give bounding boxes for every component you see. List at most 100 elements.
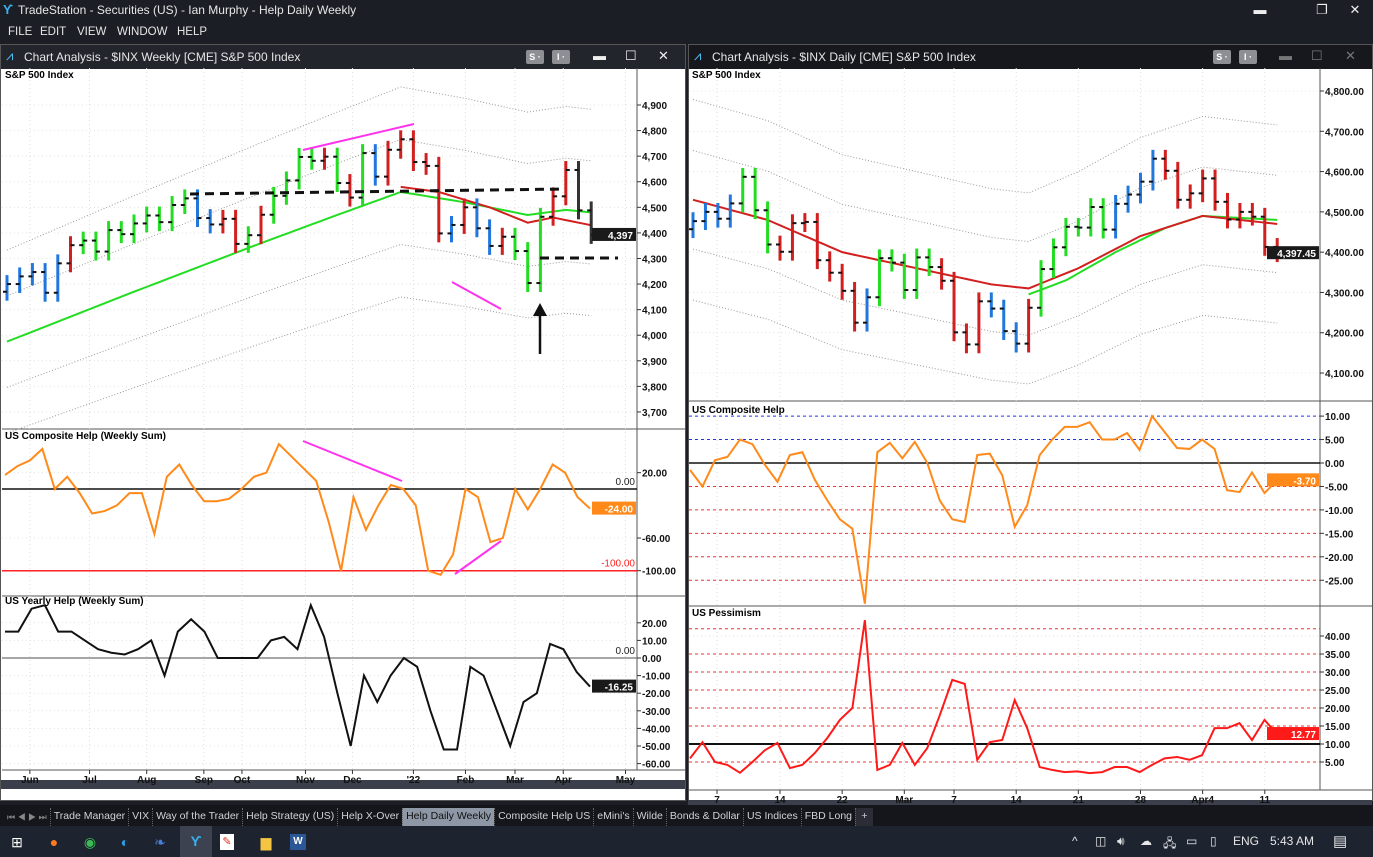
- price-bar: [371, 144, 380, 186]
- value-axis-label: -60.00: [642, 534, 671, 545]
- language-indicator[interactable]: ENG: [1233, 834, 1260, 848]
- time-axis-label: Aug: [137, 775, 156, 786]
- price-bar: [1012, 322, 1021, 353]
- edge-icon[interactable]: ◐: [120, 834, 130, 850]
- tab-us-indices[interactable]: US Indices: [742, 808, 801, 826]
- price-bar: [875, 249, 884, 307]
- firefox-icon[interactable]: ●: [49, 834, 59, 850]
- tab-trade-manager[interactable]: Trade Manager: [49, 808, 128, 826]
- menu-file[interactable]: FILE: [8, 26, 33, 38]
- tab-help-daily-weekly[interactable]: Help Daily Weekly: [402, 808, 495, 826]
- price-bar: [244, 226, 253, 253]
- value-axis-label: -5.00: [1325, 482, 1348, 493]
- interval-link-button[interactable]: I ·: [1239, 50, 1257, 64]
- windows-start-icon[interactable]: ⊞: [11, 834, 23, 850]
- last-value-badge: [1267, 727, 1319, 741]
- price-bar: [987, 292, 996, 318]
- usb-icon[interactable]: ▯: [1210, 834, 1217, 848]
- zero-reference-label: 0.00: [616, 477, 636, 488]
- menu-view[interactable]: VIEW: [77, 26, 107, 38]
- last-value-label: 12.77: [1291, 730, 1316, 741]
- price-axis-label: 4,800.00: [1325, 87, 1364, 98]
- price-axis-label: 4,500.00: [1325, 208, 1364, 219]
- interval-link-button[interactable]: I ·: [552, 50, 570, 64]
- price-bar: [574, 161, 583, 220]
- close-button[interactable]: ✕: [1345, 48, 1356, 63]
- tab-vix[interactable]: VIX: [128, 808, 152, 826]
- tradestation-taskbar-icon[interactable]: ϒ: [180, 826, 212, 857]
- clock[interactable]: 5:43 AM: [1270, 834, 1315, 848]
- horizontal-scrollbar[interactable]: [1, 780, 685, 789]
- value-axis-label: -15.00: [1325, 529, 1354, 540]
- value-axis-label: -30.00: [642, 707, 671, 718]
- tab-eminis[interactable]: eMini's: [593, 808, 632, 826]
- price-axis-label: 4,000: [642, 331, 667, 342]
- tab-scroll-arrows-icon[interactable]: ⏮ ◀ ▶ ⏭: [7, 812, 47, 822]
- chrome-icon[interactable]: ◉: [83, 834, 97, 850]
- app-minimize-button[interactable]: ▬: [1253, 2, 1267, 17]
- last-price-badge: [592, 227, 636, 241]
- value-axis-label: -50.00: [642, 742, 671, 753]
- maximize-button[interactable]: ☐: [625, 48, 637, 63]
- minimize-button[interactable]: ▬: [593, 48, 606, 63]
- close-button[interactable]: ✕: [658, 48, 669, 63]
- tab-fbd-long[interactable]: FBD Long: [800, 808, 855, 826]
- daily-chart-title: Chart Analysis - $INX Daily [CME] S&P 50…: [712, 50, 976, 64]
- tab-composite-help-us[interactable]: Composite Help US: [494, 808, 593, 826]
- price-axis-label: 3,800: [642, 382, 667, 393]
- price-bar: [307, 147, 316, 170]
- daily-chart-window: ⩘ Chart Analysis - $INX Daily [CME] S&P …: [688, 44, 1373, 801]
- tab-wilde[interactable]: Wilde: [632, 808, 666, 826]
- price-bar: [974, 292, 983, 354]
- feather-app-icon[interactable]: ❧: [154, 834, 166, 850]
- time-axis-label: 11: [1259, 795, 1270, 806]
- file-explorer-icon[interactable]: ▆: [260, 834, 272, 850]
- minimize-button[interactable]: ▬: [1279, 48, 1292, 63]
- app-close-button[interactable]: ✕: [1349, 2, 1361, 17]
- symbol-link-button[interactable]: S ·: [526, 50, 544, 64]
- price-bar: [104, 221, 113, 261]
- menu-help[interactable]: HELP: [177, 26, 208, 38]
- last-value-label: -3.70: [1293, 476, 1316, 487]
- price-bar: [1099, 198, 1108, 239]
- time-axis-label: 7: [714, 795, 720, 806]
- price-bar: [333, 147, 342, 192]
- price-bar: [788, 214, 797, 261]
- value-axis-label: 20.00: [1325, 704, 1350, 715]
- price-bar: [887, 249, 896, 272]
- divergence-line-top: [302, 123, 415, 151]
- tab-help-strategy-us[interactable]: Help Strategy (US): [242, 808, 337, 826]
- menu-edit[interactable]: EDIT: [40, 26, 67, 38]
- price-bar: [231, 209, 240, 253]
- tradestation-logo-icon: ϒ: [3, 2, 14, 17]
- add-tab-button[interactable]: +: [855, 808, 873, 826]
- notifications-icon[interactable]: ▤: [1333, 833, 1348, 850]
- price-axis-label: 4,700: [642, 152, 667, 163]
- green-moving-average-line: [1028, 214, 1278, 296]
- maximize-button[interactable]: ☐: [1311, 48, 1323, 63]
- power-icon[interactable]: ▭: [1186, 834, 1198, 848]
- price-bar: [1198, 169, 1207, 203]
- tab-bonds-dollar[interactable]: Bonds & Dollar: [665, 808, 743, 826]
- price-bar: [937, 258, 946, 290]
- price-bar: [117, 221, 126, 244]
- horizontal-scrollbar[interactable]: [688, 800, 1372, 809]
- show-hidden-icons-icon[interactable]: ^: [1072, 834, 1078, 848]
- acrobat-icon[interactable]: ✎: [220, 834, 234, 850]
- onedrive-icon[interactable]: ☁: [1140, 834, 1152, 848]
- app-restore-button[interactable]: ❐: [1316, 2, 1328, 17]
- meet-now-icon[interactable]: ◫: [1095, 834, 1107, 848]
- word-icon[interactable]: W: [290, 834, 306, 850]
- menu-window[interactable]: WINDOW: [117, 26, 168, 38]
- network-icon[interactable]: 🖧︎: [1163, 836, 1177, 850]
- price-bar: [999, 299, 1008, 340]
- volume-icon[interactable]: 🔊︎: [1117, 834, 1125, 848]
- symbol-link-button[interactable]: S ·: [1213, 50, 1231, 64]
- price-bar: [295, 147, 304, 190]
- price-bar: [1086, 198, 1095, 237]
- last-value-badge: [1267, 473, 1319, 487]
- time-axis-label: 21: [1073, 795, 1085, 806]
- tab-way-of-the-trader[interactable]: Way of the Trader: [152, 808, 242, 826]
- tab-help-x-over[interactable]: Help X-Over: [337, 808, 402, 826]
